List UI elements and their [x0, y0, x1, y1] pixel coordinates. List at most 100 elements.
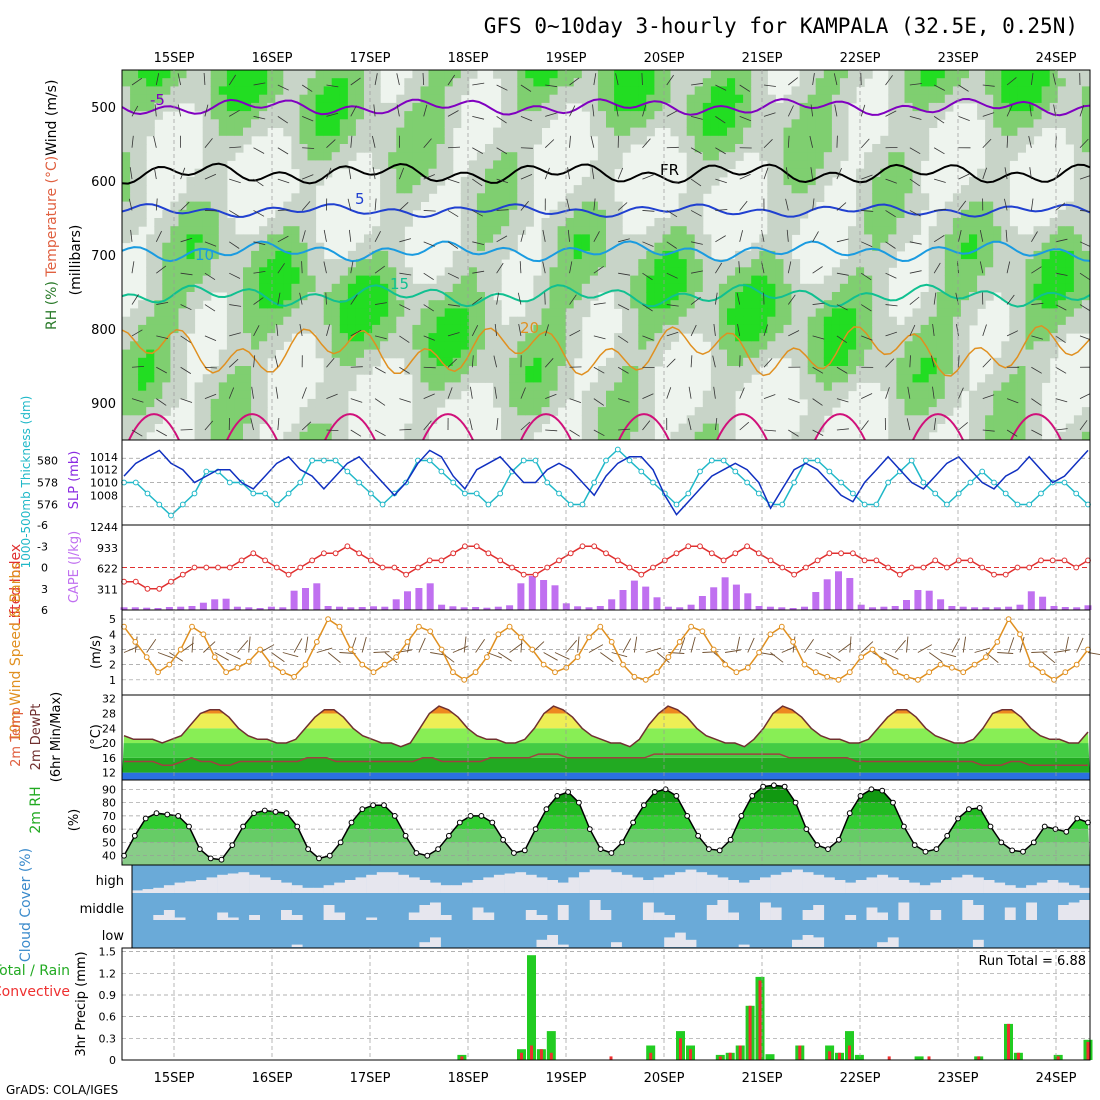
rh-shade-cell	[718, 431, 728, 440]
rh-shade-cell	[767, 292, 776, 301]
rh-shade-cell	[517, 226, 526, 235]
rh-shade-cell	[783, 209, 793, 219]
rh-shade-cell	[194, 102, 204, 112]
rh-shade-cell	[210, 407, 220, 416]
rh-shade-cell	[436, 283, 446, 293]
wind-barb	[787, 135, 790, 148]
wind-barb	[861, 272, 872, 281]
rh-shade-cell	[218, 193, 228, 202]
dewpt-axis-label: 2m DewPt	[29, 704, 44, 771]
rh-shade-cell	[485, 201, 494, 211]
rh-shade-cell	[767, 94, 776, 104]
rh-shade-cell	[1001, 209, 1010, 219]
rh-shade-cell	[315, 111, 325, 120]
rh-shade-cell	[807, 119, 817, 128]
rh-shade-cell	[1041, 341, 1051, 350]
wind-barb	[690, 324, 697, 337]
rh-shade-cell	[993, 70, 1002, 79]
rh-shade-cell	[339, 431, 349, 440]
rh-shade-cell	[581, 259, 591, 268]
rh-shade-cell	[1041, 283, 1051, 293]
rh-shade-cell	[928, 267, 938, 276]
wind-speed-line-point	[915, 676, 921, 683]
wind-barb	[472, 82, 485, 86]
rh-shade-cell	[122, 218, 131, 227]
rh-shade-cell	[154, 390, 163, 400]
wind-barb	[493, 355, 498, 368]
thickness-line-point	[885, 479, 891, 486]
rh-shade-cell	[307, 111, 317, 120]
rh-shade-cell	[291, 308, 300, 318]
rh-shade-cell	[525, 94, 534, 104]
rh-shade-cell	[993, 218, 1002, 227]
rh-shade-cell	[355, 78, 365, 87]
rh-shade-cell	[630, 333, 639, 342]
rh-shade-cell	[630, 267, 639, 276]
rh-shade-cell	[912, 308, 922, 318]
rh-shade-cell	[1033, 111, 1043, 120]
surface-wind-barb	[860, 641, 874, 653]
rh-shade-cell	[218, 127, 228, 137]
rh-shade-cell	[622, 324, 631, 334]
rh-shade-cell	[396, 94, 405, 104]
rh-shade-cell	[307, 193, 317, 202]
rh-shade-cell	[751, 144, 760, 153]
rh-shade-cell	[259, 78, 268, 87]
rh-shade-cell	[848, 259, 857, 268]
rh-shade-cell	[412, 78, 421, 87]
rh-shade-cell	[388, 300, 397, 309]
rh-shade-cell	[606, 168, 615, 178]
rh-shade-cell	[589, 431, 599, 440]
rh-shade-cell	[347, 144, 357, 153]
rh-shade-cell	[864, 267, 873, 276]
rh-shade-cell	[718, 283, 728, 293]
cape-bar	[869, 607, 876, 610]
rh-shade-cell	[864, 193, 873, 202]
rh-shade-cell	[985, 283, 994, 293]
rh-shade-cell	[259, 324, 268, 334]
rh-shade-cell	[606, 111, 615, 120]
rh-shade-cell	[130, 111, 139, 120]
wind-barb	[544, 292, 546, 305]
rh-shade-cell	[969, 275, 978, 285]
rh-shade-cell	[710, 135, 720, 145]
rh-shade-cell	[920, 94, 930, 104]
rh-shade-cell	[452, 102, 462, 112]
rh-shade-cell	[597, 226, 607, 235]
rh-shade-cell	[291, 144, 300, 153]
rh-shade-cell	[485, 333, 494, 342]
rh-shade-cell	[501, 357, 510, 367]
rh-shade-cell	[299, 218, 309, 227]
cape-bar	[426, 583, 434, 610]
wind-speed-line-point	[416, 623, 422, 630]
rh-shade-cell	[420, 127, 430, 137]
rh-shade-cell	[541, 398, 551, 408]
rh-shade-cell	[944, 267, 954, 276]
slp-tick-label: 1008	[90, 489, 118, 502]
rh-shade-cell	[759, 70, 768, 79]
wind-speed-line-point	[869, 646, 876, 653]
rh-shade-cell	[606, 218, 615, 227]
rh-shade-cell	[888, 242, 897, 252]
rh-shade-cell	[839, 94, 849, 104]
rh-shade-cell	[275, 259, 284, 268]
rh-shade-cell	[735, 341, 744, 350]
rh-shade-cell	[727, 160, 736, 170]
rh-shade-cell	[702, 94, 712, 104]
rh-line-point	[500, 836, 507, 843]
wind-speed-line-point	[552, 669, 558, 676]
wind-barb	[958, 115, 970, 121]
rh-shade-cell	[396, 308, 405, 318]
rh-shade-cell	[436, 160, 446, 170]
rh-shade-cell	[299, 242, 309, 252]
wind-barb	[909, 83, 922, 86]
rh-shade-cell	[928, 102, 938, 112]
rh-shade-cell	[815, 324, 825, 334]
rh-shade-cell	[380, 300, 389, 309]
rh-shade-cell	[1057, 209, 1067, 219]
rh-shade-cell	[944, 333, 954, 342]
rh-shade-cell	[888, 218, 897, 227]
rh-shade-cell	[694, 86, 704, 96]
rh-shade-cell	[275, 70, 284, 79]
rh-shade-cell	[1025, 242, 1035, 252]
